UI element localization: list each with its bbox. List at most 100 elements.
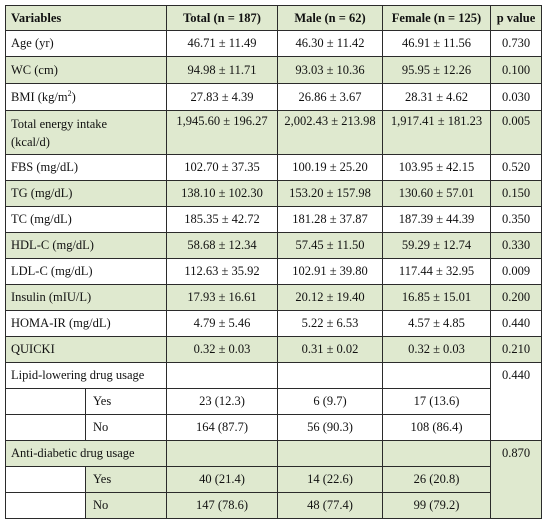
row-label: WC (cm) bbox=[5, 56, 167, 84]
empty-cell bbox=[277, 362, 383, 389]
cell-total: 138.10 ± 102.30 bbox=[166, 180, 278, 207]
cell-female: 17 (13.6) bbox=[382, 388, 491, 415]
cell-female: 46.91 ± 11.56 bbox=[382, 30, 491, 57]
table-row: No 164 (87.7) 56 (90.3) 108 (86.4) bbox=[5, 414, 542, 441]
table-header-row: Variables Total (n = 187) Male (n = 62) … bbox=[5, 5, 542, 31]
cell-female: 103.95 ± 42.15 bbox=[382, 154, 491, 181]
cell-female: 187.39 ± 44.39 bbox=[382, 206, 491, 233]
empty-cell bbox=[277, 440, 383, 467]
empty-cell bbox=[5, 414, 86, 441]
cell-female: 26 (20.8) bbox=[382, 466, 491, 493]
table-row: WC (cm) 94.98 ± 11.71 93.03 ± 10.36 95.9… bbox=[5, 56, 542, 84]
cell-pvalue: 0.200 bbox=[490, 284, 542, 311]
empty-cell bbox=[5, 466, 86, 493]
cell-female: 130.60 ± 57.01 bbox=[382, 180, 491, 207]
header-female: Female (n = 125) bbox=[382, 5, 491, 31]
group-label-diabetic: Anti-diabetic drug usage bbox=[5, 440, 167, 467]
header-male: Male (n = 62) bbox=[277, 5, 383, 31]
cell-pvalue: 0.150 bbox=[490, 180, 542, 207]
sub-label-yes: Yes bbox=[85, 388, 167, 415]
cell-pvalue: 0.005 bbox=[490, 110, 542, 155]
cell-total: 58.68 ± 12.34 bbox=[166, 232, 278, 259]
cell-male: 20.12 ± 19.40 bbox=[277, 284, 383, 311]
cell-pvalue-diabetic: 0.870 bbox=[490, 440, 542, 467]
cell-total: 27.83 ± 4.39 bbox=[166, 83, 278, 111]
group-label-lipid: Lipid-lowering drug usage bbox=[5, 362, 167, 389]
cell-female: 59.29 ± 12.74 bbox=[382, 232, 491, 259]
table-row: LDL-C (mg/dL) 112.63 ± 35.92 102.91 ± 39… bbox=[5, 258, 542, 285]
group-header-row: Anti-diabetic drug usage 0.870 bbox=[5, 440, 542, 467]
table-row: No 147 (78.6) 48 (77.4) 99 (79.2) bbox=[5, 492, 542, 519]
cell-female: 1,917.41 ± 181.23 bbox=[382, 110, 491, 155]
cell-male: 102.91 ± 39.80 bbox=[277, 258, 383, 285]
cell-total: 0.32 ± 0.03 bbox=[166, 336, 278, 363]
cell-male: 46.30 ± 11.42 bbox=[277, 30, 383, 57]
row-label: Age (yr) bbox=[5, 30, 167, 57]
cell-pvalue: 0.100 bbox=[490, 56, 542, 84]
empty-cell bbox=[5, 492, 86, 519]
row-label: HDL-C (mg/dL) bbox=[5, 232, 167, 259]
table-row: Total energy intake (kcal/d) 1,945.60 ± 1… bbox=[5, 110, 542, 155]
cell-female: 95.95 ± 12.26 bbox=[382, 56, 491, 84]
table-row: TG (mg/dL) 138.10 ± 102.30 153.20 ± 157.… bbox=[5, 180, 542, 207]
row-label-tail: ) bbox=[71, 90, 76, 105]
row-label-line2: (kcal/d) bbox=[11, 134, 50, 149]
cell-female: 28.31 ± 4.62 bbox=[382, 83, 491, 111]
cell-male: 56 (90.3) bbox=[277, 414, 383, 441]
empty-cell bbox=[490, 466, 542, 493]
table-row: HOMA-IR (mg/dL) 4.79 ± 5.46 5.22 ± 6.53 … bbox=[5, 310, 542, 337]
table-row: FBS (mg/dL) 102.70 ± 37.35 100.19 ± 25.2… bbox=[5, 154, 542, 181]
empty-cell bbox=[166, 440, 278, 467]
cell-male: 153.20 ± 157.98 bbox=[277, 180, 383, 207]
empty-cell bbox=[490, 388, 542, 415]
cell-male: 181.28 ± 37.87 bbox=[277, 206, 383, 233]
cell-pvalue: 0.330 bbox=[490, 232, 542, 259]
empty-cell bbox=[490, 414, 542, 441]
row-label: LDL-C (mg/dL) bbox=[5, 258, 167, 285]
cell-pvalue: 0.009 bbox=[490, 258, 542, 285]
cell-female: 16.85 ± 15.01 bbox=[382, 284, 491, 311]
sub-label-no: No bbox=[85, 492, 167, 519]
cell-total: 4.79 ± 5.46 bbox=[166, 310, 278, 337]
cell-total: 102.70 ± 37.35 bbox=[166, 154, 278, 181]
cell-male: 100.19 ± 25.20 bbox=[277, 154, 383, 181]
row-label: Insulin (mIU/L) bbox=[5, 284, 167, 311]
cell-pvalue: 0.730 bbox=[490, 30, 542, 57]
row-label: Total energy intake (kcal/d) bbox=[5, 110, 167, 155]
table-row: TC (mg/dL) 185.35 ± 42.72 181.28 ± 37.87… bbox=[5, 206, 542, 233]
table-row: Yes 23 (12.3) 6 (9.7) 17 (13.6) bbox=[5, 388, 542, 415]
cell-female: 99 (79.2) bbox=[382, 492, 491, 519]
table-row: HDL-C (mg/dL) 58.68 ± 12.34 57.45 ± 11.5… bbox=[5, 232, 542, 259]
row-label-line1: Total energy intake bbox=[11, 116, 108, 131]
cell-male: 48 (77.4) bbox=[277, 492, 383, 519]
table-row: QUICKI 0.32 ± 0.03 0.31 ± 0.02 0.32 ± 0.… bbox=[5, 336, 542, 363]
empty-cell bbox=[382, 440, 491, 467]
cell-total: 46.71 ± 11.49 bbox=[166, 30, 278, 57]
cell-pvalue: 0.520 bbox=[490, 154, 542, 181]
empty-cell bbox=[5, 388, 86, 415]
row-label: TC (mg/dL) bbox=[5, 206, 167, 233]
cell-male: 26.86 ± 3.67 bbox=[277, 83, 383, 111]
cell-total: 164 (87.7) bbox=[166, 414, 278, 441]
cell-female: 0.32 ± 0.03 bbox=[382, 336, 491, 363]
row-label-main: BMI (kg/m bbox=[11, 90, 68, 105]
row-label-superscript: 2 bbox=[67, 88, 72, 98]
header-variables: Variables bbox=[5, 5, 167, 31]
row-label: FBS (mg/dL) bbox=[5, 154, 167, 181]
cell-total: 94.98 ± 11.71 bbox=[166, 56, 278, 84]
table-row: Age (yr) 46.71 ± 11.49 46.30 ± 11.42 46.… bbox=[5, 30, 542, 57]
cell-male: 2,002.43 ± 213.98 bbox=[277, 110, 383, 155]
cell-female: 108 (86.4) bbox=[382, 414, 491, 441]
row-label: BMI (kg/m2) bbox=[5, 83, 167, 111]
row-label: TG (mg/dL) bbox=[5, 180, 167, 207]
cell-total: 185.35 ± 42.72 bbox=[166, 206, 278, 233]
characteristics-table: Variables Total (n = 187) Male (n = 62) … bbox=[5, 5, 542, 519]
cell-pvalue-lipid: 0.440 bbox=[490, 362, 542, 389]
cell-total: 40 (21.4) bbox=[166, 466, 278, 493]
table-row: Insulin (mIU/L) 17.93 ± 16.61 20.12 ± 19… bbox=[5, 284, 542, 311]
sub-label-no: No bbox=[85, 414, 167, 441]
cell-male: 93.03 ± 10.36 bbox=[277, 56, 383, 84]
header-total: Total (n = 187) bbox=[166, 5, 278, 31]
cell-pvalue: 0.440 bbox=[490, 310, 542, 337]
table-row: BMI (kg/m2) 27.83 ± 4.39 26.86 ± 3.67 28… bbox=[5, 83, 542, 111]
